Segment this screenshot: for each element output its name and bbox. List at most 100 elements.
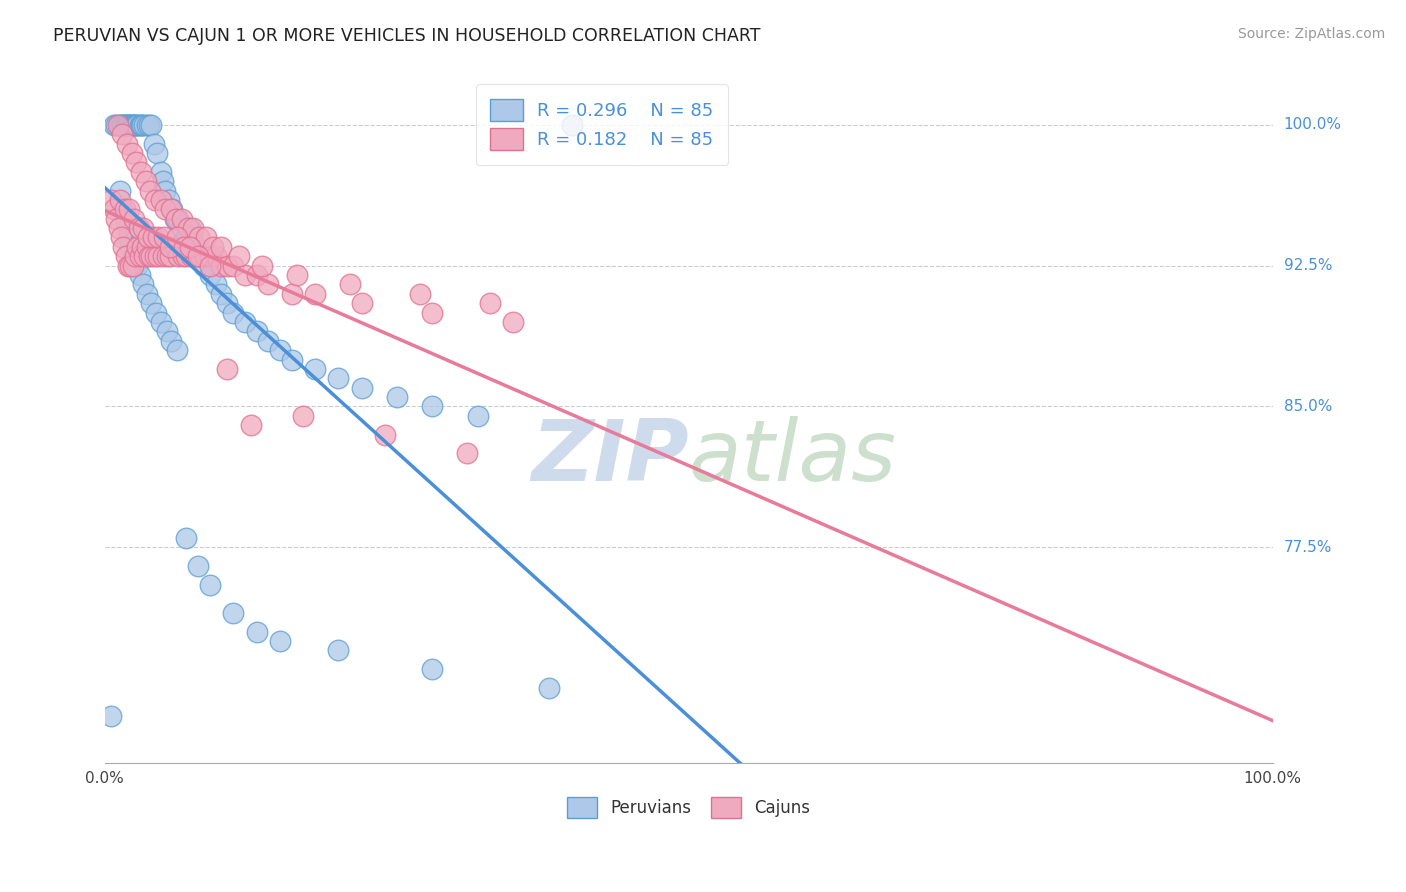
Point: [127, 240, 149, 254]
Point: [183, 221, 205, 235]
Point: [157, 193, 180, 207]
Point: [111, 202, 134, 217]
Point: [122, 118, 145, 132]
Point: [155, 324, 177, 338]
Point: [155, 249, 177, 263]
Point: [112, 118, 135, 132]
Point: [117, 259, 139, 273]
Point: [257, 277, 280, 292]
Point: [107, 118, 129, 132]
Point: [239, 418, 262, 433]
Point: [120, 240, 142, 254]
Point: [385, 390, 408, 404]
Point: [167, 249, 190, 263]
Point: [103, 202, 125, 217]
Point: [103, 118, 125, 132]
Point: [280, 352, 302, 367]
Point: [155, 184, 177, 198]
Legend: Peruvians, Cajuns: Peruvians, Cajuns: [560, 790, 817, 824]
Point: [111, 127, 134, 141]
Point: [159, 249, 181, 263]
Point: [176, 221, 198, 235]
Point: [148, 249, 170, 263]
Point: [135, 286, 157, 301]
Point: [245, 324, 267, 338]
Point: [184, 249, 207, 263]
Point: [166, 343, 188, 358]
Point: [117, 118, 139, 132]
Point: [222, 259, 245, 273]
Point: [257, 334, 280, 348]
Point: [350, 296, 373, 310]
Point: [132, 221, 155, 235]
Text: 77.5%: 77.5%: [1284, 540, 1331, 555]
Point: [204, 277, 226, 292]
Text: 100.0%: 100.0%: [1284, 118, 1341, 132]
Point: [148, 230, 170, 244]
Point: [194, 249, 217, 263]
Point: [149, 315, 172, 329]
Point: [160, 202, 183, 217]
Point: [110, 118, 132, 132]
Point: [420, 400, 443, 414]
Point: [181, 230, 204, 244]
Point: [217, 259, 239, 273]
Point: [339, 277, 361, 292]
Point: [122, 249, 145, 263]
Point: [163, 240, 186, 254]
Point: [195, 230, 218, 244]
Point: [139, 184, 162, 198]
Point: [108, 184, 131, 198]
Point: [142, 230, 165, 244]
Point: [537, 681, 560, 695]
Point: [115, 118, 138, 132]
Point: [184, 240, 207, 254]
Point: [456, 446, 478, 460]
Point: [190, 249, 212, 263]
Point: [160, 334, 183, 348]
Point: [128, 268, 150, 282]
Point: [114, 202, 136, 217]
Point: [121, 259, 143, 273]
Point: [180, 249, 202, 263]
Point: [165, 211, 187, 226]
Point: [108, 193, 131, 207]
Point: [124, 249, 146, 263]
Point: [162, 202, 184, 217]
Point: [292, 409, 315, 423]
Point: [176, 249, 198, 263]
Point: [145, 305, 167, 319]
Point: [228, 249, 250, 263]
Point: [128, 118, 150, 132]
Text: 85.0%: 85.0%: [1284, 399, 1331, 414]
Point: [561, 118, 583, 132]
Point: [222, 305, 245, 319]
Point: [105, 211, 128, 226]
Point: [350, 381, 373, 395]
Point: [198, 249, 221, 263]
Point: [467, 409, 489, 423]
Point: [121, 146, 143, 161]
Point: [135, 118, 157, 132]
Point: [138, 249, 160, 263]
Point: [155, 202, 177, 217]
Point: [114, 118, 136, 132]
Point: [245, 624, 267, 639]
Point: [128, 249, 150, 263]
Point: [114, 215, 136, 229]
Point: [115, 136, 138, 151]
Point: [105, 118, 128, 132]
Point: [187, 559, 209, 574]
Point: [141, 118, 163, 132]
Point: [143, 193, 166, 207]
Point: [117, 118, 139, 132]
Point: [134, 118, 156, 132]
Point: [166, 230, 188, 244]
Point: [159, 240, 181, 254]
Point: [141, 296, 163, 310]
Point: [146, 146, 169, 161]
Point: [193, 259, 215, 273]
Point: [121, 118, 143, 132]
Point: [188, 230, 211, 244]
Point: [198, 268, 221, 282]
